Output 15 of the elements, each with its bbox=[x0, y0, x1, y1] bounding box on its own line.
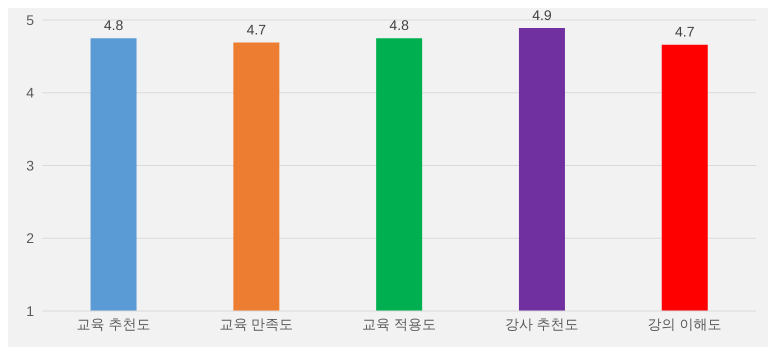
data-label: 4.7 bbox=[246, 22, 266, 38]
y-tick-label: 3 bbox=[26, 157, 34, 174]
data-label: 4.7 bbox=[675, 24, 695, 40]
x-tick-label: 교육 적용도 bbox=[362, 316, 436, 332]
y-tick-label: 2 bbox=[26, 230, 34, 246]
y-tick-label: 4 bbox=[26, 84, 34, 101]
x-tick-label: 교육 추천도 bbox=[76, 316, 150, 332]
y-tick-label: 1 bbox=[26, 302, 34, 319]
data-label: 4.8 bbox=[104, 17, 124, 34]
x-tick-label: 강사 추천도 bbox=[504, 316, 579, 332]
y-tick-label: 5 bbox=[26, 12, 34, 28]
data-label: 4.8 bbox=[389, 17, 410, 34]
x-tick-label: 교육 만족도 bbox=[219, 316, 294, 332]
data-label: 4.9 bbox=[532, 7, 552, 23]
x-tick-label: 강의 이해도 bbox=[648, 316, 722, 332]
